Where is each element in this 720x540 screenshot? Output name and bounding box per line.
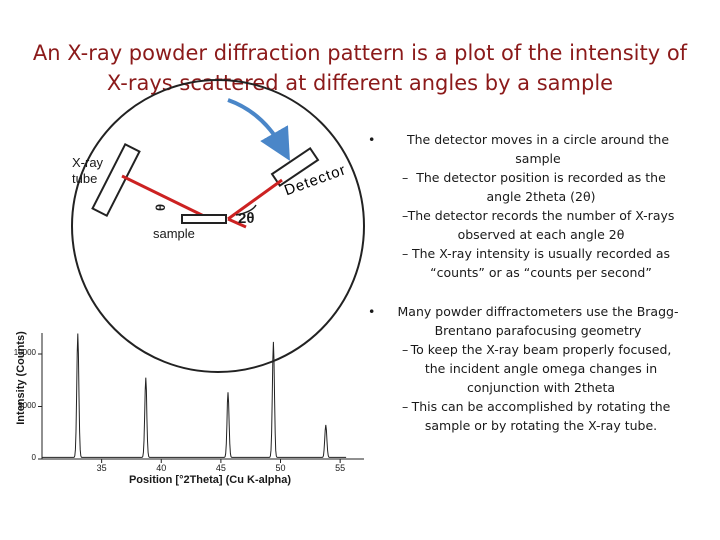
x-tick-label: 45 (215, 463, 226, 473)
y-axis-label: Intensity (Counts) (15, 331, 27, 425)
bullet-1-sub-3: – The X-ray intensity is usually recorded… (402, 246, 670, 280)
goniometer-circle (71, 79, 365, 373)
page-title: An X-ray powder diffraction pattern is a… (32, 41, 688, 95)
y-tick-label: 10000 (13, 348, 36, 357)
x-ray-tube-label: X-ray tube (72, 155, 104, 186)
x-tick-label: 50 (275, 463, 286, 473)
sample-label: sample (153, 226, 195, 241)
diffracted-beam (227, 178, 283, 221)
x-tick-label: 40 (156, 463, 167, 473)
bullet-1-sub-2: – The detector records the number of X-ra… (402, 208, 675, 242)
bullet-2-sub-2: – This can be accomplished by rotating th… (402, 399, 671, 433)
x-tick-label: 35 (96, 463, 107, 473)
bullet-2-sub-1: – To keep the X-ray beam properly focused… (402, 342, 672, 395)
x-ray-tube (91, 142, 141, 218)
y-tick-label: 5000 (18, 400, 36, 410)
diffraction-pattern-line (42, 333, 347, 458)
bullet-1: • The detector moves in a circle around t… (368, 132, 670, 166)
y-tick-label: 0 (31, 453, 36, 462)
x-tick-label: 55 (335, 463, 346, 473)
extended-beam (227, 217, 247, 229)
theta-label: θ (153, 203, 169, 212)
two-theta-label: 2θ (238, 210, 255, 227)
x-axis-label: Position [°2Theta] (Cu K-alpha) (128, 474, 292, 486)
sample-plate (181, 214, 227, 224)
bullet-list: • The detector moves in a circle around t… (368, 130, 682, 435)
detector-motion-arrow (227, 98, 290, 161)
incident-beam (121, 174, 211, 221)
two-theta-arc (235, 204, 257, 216)
bullet-2: • Many powder diffractometers use the Bra… (368, 304, 679, 338)
detector (270, 146, 320, 188)
bullet-1-sub-1: – The detector position is recorded as th… (402, 170, 666, 204)
